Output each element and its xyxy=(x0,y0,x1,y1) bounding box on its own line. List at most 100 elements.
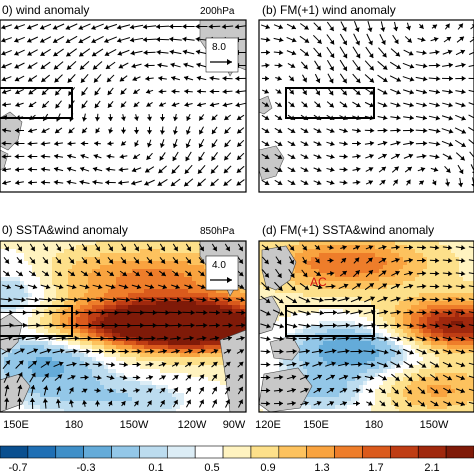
wind-arrow xyxy=(29,372,36,383)
wind-arrow xyxy=(377,127,388,134)
tick-label: 180 xyxy=(65,419,83,431)
wind-arrow xyxy=(364,74,375,83)
wind-arrow xyxy=(403,49,414,56)
wind-arrow xyxy=(53,361,64,368)
wind-arrow xyxy=(29,398,36,409)
wind-arrow xyxy=(272,323,285,329)
wind-arrow xyxy=(300,400,309,406)
wind-arrow xyxy=(260,24,271,30)
wind-arrow xyxy=(352,245,361,250)
wind-arrow xyxy=(352,153,361,160)
wind-arrow xyxy=(298,310,311,316)
wind-arrow xyxy=(105,362,116,368)
wind-arrow xyxy=(14,36,25,43)
wind-arrow xyxy=(391,257,400,263)
wind-arrow xyxy=(325,283,336,290)
wind-arrow xyxy=(390,283,401,290)
wind-arrow xyxy=(298,335,311,342)
wind-arrow xyxy=(326,21,335,32)
wind-arrow xyxy=(377,88,388,95)
wind-arrow xyxy=(377,296,388,303)
wind-arrow xyxy=(390,296,401,302)
wind-arrow xyxy=(455,375,466,381)
wind-arrow xyxy=(286,361,297,367)
wind-arrow xyxy=(199,126,204,135)
wind-arrow xyxy=(120,257,127,264)
wind-arrow xyxy=(94,387,101,394)
wind-arrow xyxy=(444,178,451,187)
wind-arrow xyxy=(403,283,414,289)
wind-arrow xyxy=(13,297,26,303)
wind-arrow xyxy=(80,73,89,84)
wind-arrow xyxy=(274,140,283,147)
wind-arrow xyxy=(157,179,168,186)
wind-arrow xyxy=(430,400,439,407)
wind-arrow xyxy=(67,74,76,83)
wind-arrow xyxy=(53,61,64,70)
panel-c-level: 850hPa xyxy=(200,226,235,237)
wind-arrow xyxy=(365,167,374,172)
wind-arrow xyxy=(314,73,321,84)
wind-arrow xyxy=(169,36,182,42)
wind-arrow xyxy=(442,310,453,316)
wind-arrow xyxy=(299,35,310,44)
wind-arrow xyxy=(442,75,453,82)
wind-arrow xyxy=(350,348,363,355)
wind-arrow xyxy=(416,336,427,342)
wind-arrow xyxy=(132,361,141,368)
wind-arrow xyxy=(274,179,283,186)
wind-arrow xyxy=(196,62,207,68)
wind-arrow xyxy=(90,297,105,303)
wind-arrow xyxy=(172,138,178,149)
wind-arrow xyxy=(237,373,244,382)
wind-arrow xyxy=(225,399,231,408)
wind-arrow xyxy=(287,153,296,160)
wind-arrow xyxy=(415,128,428,134)
wind-arrow xyxy=(40,284,51,290)
wind-arrow xyxy=(209,88,220,95)
wind-arrow xyxy=(196,75,207,81)
wind-arrow xyxy=(416,102,427,108)
wind-arrow xyxy=(209,75,220,81)
wind-arrow xyxy=(235,322,246,329)
wind-arrow xyxy=(130,297,143,303)
wind-arrow xyxy=(90,335,105,342)
wind-arrow xyxy=(222,88,233,95)
wind-arrow xyxy=(79,284,90,290)
wind-arrow xyxy=(235,102,246,108)
panel-a-level: 200hPa xyxy=(200,6,235,17)
wind-arrow xyxy=(198,257,205,264)
wind-arrow xyxy=(39,23,52,30)
wind-arrow xyxy=(198,270,205,277)
wind-arrow xyxy=(364,127,375,134)
wind-arrow xyxy=(159,399,166,408)
wind-arrow xyxy=(416,361,427,368)
wind-arrow xyxy=(365,180,374,185)
wind-arrow xyxy=(261,62,270,69)
wind-arrow xyxy=(158,362,167,367)
wind-arrow xyxy=(429,102,440,108)
wind-arrow xyxy=(94,257,101,264)
wind-arrow xyxy=(337,361,350,367)
wind-arrow xyxy=(416,348,427,355)
wind-arrow xyxy=(300,180,309,185)
wind-arrow xyxy=(170,75,181,81)
wind-arrow xyxy=(376,322,389,329)
wind-arrow xyxy=(119,374,128,381)
wind-arrow xyxy=(363,362,376,368)
nino-box xyxy=(0,87,73,119)
wind-arrow xyxy=(416,270,427,277)
wind-arrow xyxy=(170,335,181,341)
wind-arrow xyxy=(442,49,453,55)
wind-arrow xyxy=(339,401,348,407)
wind-arrow xyxy=(429,296,440,303)
wind-arrow xyxy=(173,113,179,122)
wind-arrow xyxy=(352,166,361,173)
wind-arrow xyxy=(404,36,413,43)
wind-arrow xyxy=(157,62,168,68)
wind-arrow xyxy=(14,153,25,160)
wind-arrow xyxy=(142,310,157,316)
wind-arrow xyxy=(133,101,140,108)
wind-arrow xyxy=(1,284,12,290)
wind-arrow xyxy=(15,270,24,277)
